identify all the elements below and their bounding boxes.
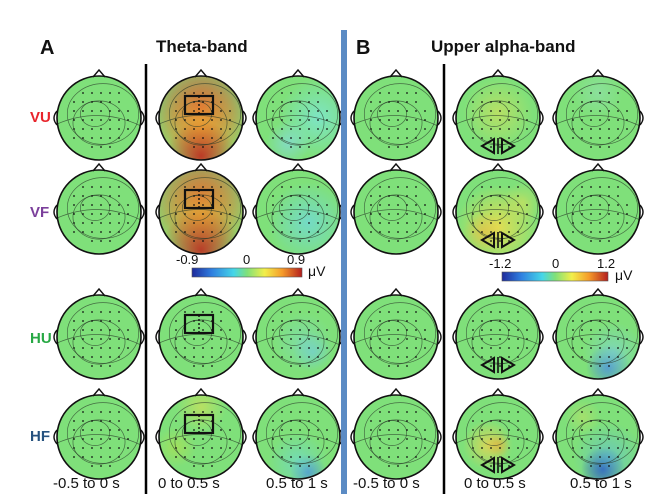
topomap-0-3 bbox=[57, 395, 141, 479]
time-label-a-3: 0.5 to 1 s bbox=[266, 475, 328, 492]
colorbar-b-min: -1.2 bbox=[489, 256, 512, 271]
topomap-3-0 bbox=[354, 76, 438, 160]
colorbar-a-mid: 0 bbox=[243, 252, 251, 267]
topomap-5-1 bbox=[556, 170, 640, 254]
colorbar-a-min: -0.9 bbox=[176, 252, 199, 267]
topomap-0-2 bbox=[57, 295, 141, 379]
topomap-0-0 bbox=[57, 76, 141, 160]
time-label-b-3: 0.5 to 1 s bbox=[570, 475, 632, 492]
panel-a-title: Theta-band bbox=[156, 37, 248, 56]
topomap-3-3 bbox=[354, 395, 438, 479]
row-label-vu: VU bbox=[30, 109, 51, 126]
colorbar-a-max: 0.9 bbox=[287, 252, 306, 267]
time-label-b-2: 0 to 0.5 s bbox=[464, 475, 526, 492]
time-label-b-1: -0.5 to 0 s bbox=[353, 475, 420, 492]
colorbar-b-unit: μV bbox=[615, 267, 633, 283]
colorbar-b bbox=[501, 271, 609, 282]
row-label-hu: HU bbox=[30, 330, 52, 347]
panel-b-title: Upper alpha-band bbox=[431, 37, 576, 56]
colorbar-a-unit: μV bbox=[308, 263, 326, 279]
panel-b-letter: B bbox=[356, 37, 371, 59]
topomap-3-2 bbox=[354, 295, 438, 379]
panel-a-letter: A bbox=[40, 37, 55, 59]
topomap-1-2 bbox=[159, 295, 243, 379]
colorbar-a bbox=[191, 267, 303, 278]
topomap-3-1 bbox=[354, 170, 438, 254]
panel-separator-bar bbox=[341, 30, 347, 494]
row-label-vf: VF bbox=[30, 204, 50, 221]
colorbar-b-mid: 0 bbox=[552, 256, 560, 271]
topomap-0-1 bbox=[57, 170, 141, 254]
topomap-4-2 bbox=[456, 295, 540, 379]
time-label-a-1: -0.5 to 0 s bbox=[53, 475, 120, 492]
colorbar-b-max: 1.2 bbox=[597, 256, 616, 271]
time-label-a-2: 0 to 0.5 s bbox=[158, 475, 220, 492]
row-label-hf: HF bbox=[30, 428, 50, 445]
